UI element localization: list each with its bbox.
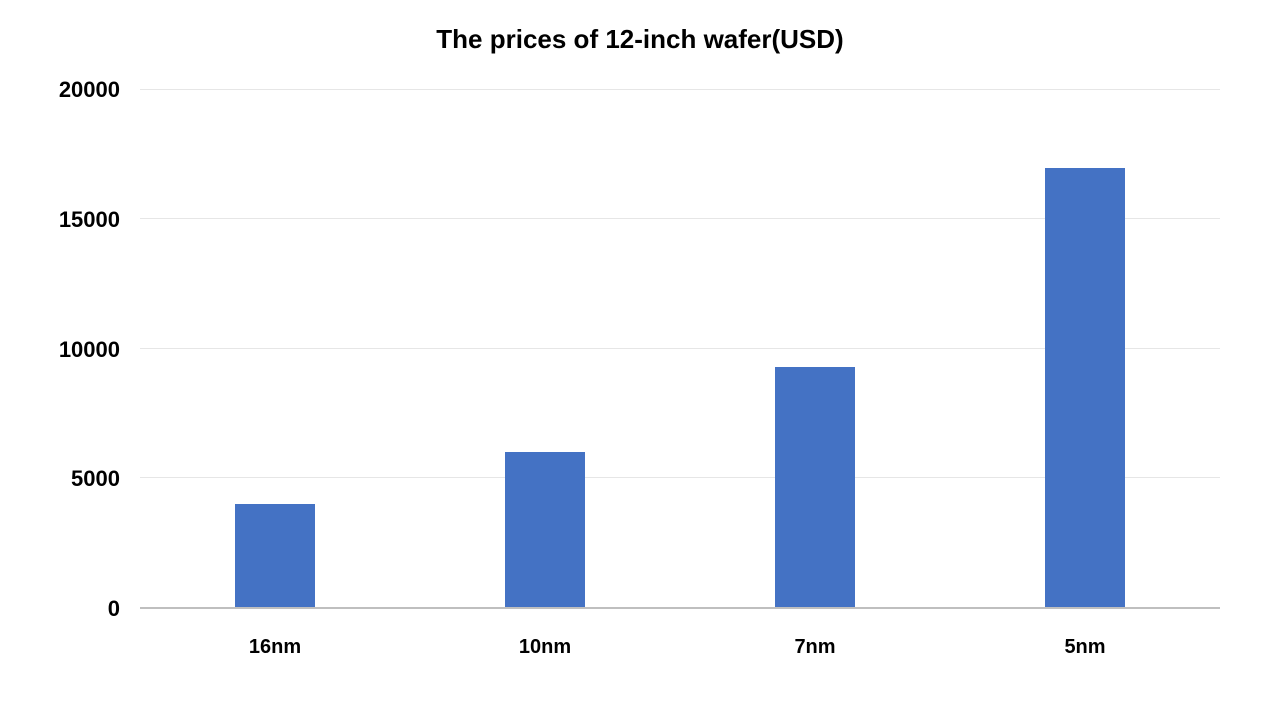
bar (235, 504, 315, 607)
bar-slot (950, 90, 1220, 607)
x-tick-label: 5nm (950, 636, 1220, 659)
y-tick-label: 5000 (71, 466, 120, 492)
plot-area (140, 90, 1220, 609)
bar (505, 452, 585, 607)
bar-slot (410, 90, 680, 607)
x-tick-label: 10nm (410, 636, 680, 659)
x-tick-label: 7nm (680, 636, 950, 659)
bar (775, 367, 855, 607)
x-tick-label: 16nm (140, 636, 410, 659)
x-axis-labels: 16nm10nm7nm5nm (140, 636, 1220, 659)
chart-title: The prices of 12-inch wafer(USD) (0, 24, 1280, 55)
y-tick-label: 0 (108, 596, 120, 622)
bar-slot (680, 90, 950, 607)
y-tick-label: 10000 (59, 337, 120, 363)
bar (1045, 168, 1125, 607)
bars-container (140, 90, 1220, 607)
bar-slot (140, 90, 410, 607)
y-tick-label: 20000 (59, 77, 120, 103)
y-tick-label: 15000 (59, 207, 120, 233)
wafer-price-chart: The prices of 12-inch wafer(USD) 0 5000 10… (0, 0, 1280, 719)
